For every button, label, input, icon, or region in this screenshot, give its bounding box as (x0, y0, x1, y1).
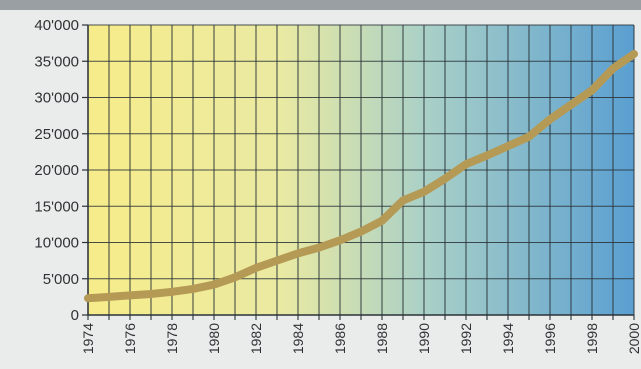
data-point (568, 101, 574, 108)
x-tick-label: 1992 (458, 323, 474, 354)
data-point (400, 197, 406, 204)
data-point (232, 274, 238, 281)
data-point (442, 175, 448, 182)
data-point (631, 51, 637, 57)
data-point (127, 292, 133, 299)
x-tick-label: 1996 (542, 323, 558, 354)
x-tick-label: 1980 (206, 323, 222, 354)
x-tick-label: 1982 (248, 323, 264, 354)
y-tick-label: 30'000 (34, 90, 79, 107)
data-point (526, 133, 532, 140)
y-tick-label: 40'000 (34, 17, 79, 34)
x-tick-label: 1978 (164, 323, 180, 354)
x-tick-label: 1998 (584, 323, 600, 354)
top-strip (0, 0, 641, 10)
data-point (316, 244, 322, 251)
data-point (463, 161, 469, 168)
data-point (421, 188, 427, 195)
data-point (253, 264, 259, 271)
data-point (379, 217, 385, 224)
data-point (295, 250, 301, 257)
data-point (106, 293, 112, 300)
x-tick-label: 2000 (626, 323, 641, 354)
x-tick-label: 1974 (80, 323, 96, 354)
x-tick-label: 1984 (290, 323, 306, 354)
x-tick-label: 1986 (332, 323, 348, 354)
data-point (274, 257, 280, 264)
y-tick-label: 5'000 (43, 271, 79, 288)
data-point (505, 143, 511, 150)
y-axis-ticks: 0 5'000 10'000 15'000 20'000 25'000 30'000 35'0… (34, 17, 88, 324)
data-point (358, 228, 364, 235)
data-point (547, 116, 553, 123)
y-tick-label: 15'000 (34, 198, 79, 215)
data-point (211, 281, 217, 288)
data-point (589, 87, 595, 94)
y-tick-label: 20'000 (34, 162, 79, 179)
series-layer (84, 50, 638, 303)
data-point (337, 237, 343, 244)
y-tick-label: 10'000 (34, 235, 79, 252)
data-point (484, 152, 490, 159)
x-tick-label: 1976 (122, 323, 138, 354)
data-point (610, 65, 616, 72)
x-tick-label: 1988 (374, 323, 390, 354)
data-point (190, 285, 196, 292)
x-axis-ticks: 1974 1976 1978 1980 1982 1984 1986 1988 1990 1992… (80, 315, 641, 354)
x-tick-label: 1994 (500, 323, 516, 354)
data-point (148, 290, 154, 297)
y-tick-label: 35'000 (34, 53, 79, 70)
data-point (169, 288, 175, 295)
y-tick-label: 0 (71, 307, 79, 324)
y-tick-label: 25'000 (34, 126, 79, 143)
x-tick-label: 1990 (416, 323, 432, 354)
data-point (85, 295, 91, 302)
